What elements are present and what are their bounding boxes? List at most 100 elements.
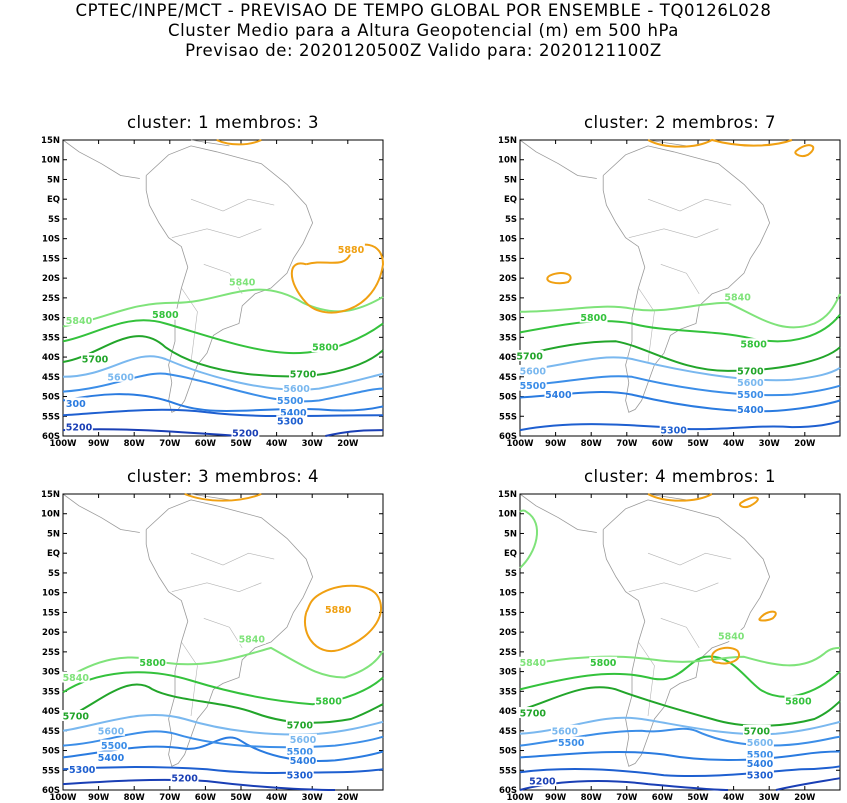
lon-tick-label: 40W — [723, 793, 745, 803]
header-line-1: CPTEC/INPE/MCT - PREVISAO DE TEMPO GLOBA… — [75, 1, 772, 20]
central-america-coast — [62, 493, 140, 533]
lat-tick-label: 60S — [499, 786, 517, 796]
contour-label-5500: 5500 — [287, 747, 314, 758]
lat-tick-label: 60S — [42, 786, 60, 796]
country-border — [647, 552, 732, 566]
contour-label-5600: 5600 — [107, 372, 134, 383]
lat-tick-label: 10N — [41, 510, 60, 520]
contour-label-5600: 5600 — [98, 726, 125, 737]
contour-label-300: 300 — [66, 399, 86, 410]
panel-3-plot: 15N 10N 5N EQ 5S 10S 15S 20S 25S 30S 35S 40S 45S 50S 5… — [41, 490, 384, 803]
contour-label-bg — [314, 695, 343, 707]
contour-label-5700: 5700 — [516, 352, 543, 363]
contour-label-5600: 5600 — [737, 378, 764, 389]
lat-tick-label: 35S — [42, 687, 60, 697]
contour-label-bg — [285, 769, 314, 781]
lat-tick-label: 10S — [499, 589, 517, 599]
lon-tick-label: 70W — [159, 793, 181, 803]
lat-tick-label: EQ — [47, 195, 60, 205]
lon-tick-label: 30W — [759, 793, 781, 803]
lon-tick-label: 70W — [616, 439, 638, 449]
lat-tick-label: 30S — [42, 668, 60, 678]
contour-5200 — [62, 778, 336, 791]
contour-label-5200: 5200 — [66, 423, 93, 434]
lat-tick-label: 10S — [42, 589, 60, 599]
lon-tick-label: 50W — [230, 793, 252, 803]
contour-label-5300: 5300 — [69, 765, 96, 776]
contour-5840 — [519, 293, 841, 329]
coastline — [602, 145, 771, 413]
contour-label-5400: 5400 — [737, 405, 764, 416]
contour-label-bg — [285, 718, 314, 730]
lat-tick-label: 45S — [42, 727, 60, 737]
contour-5500 — [519, 727, 841, 747]
contour-label-5600: 5600 — [520, 366, 547, 377]
lon-tick-label: 20W — [794, 439, 816, 449]
lon-tick-label: 30W — [759, 439, 781, 449]
country-border — [190, 552, 275, 566]
caribbean-coast — [190, 139, 230, 147]
contour-label-5400: 5400 — [747, 759, 774, 770]
contour-label-5300: 5300 — [660, 426, 687, 437]
contour-label-5500: 5500 — [737, 390, 764, 401]
contour-5500 — [519, 375, 841, 397]
contour-label-bg — [138, 656, 167, 668]
contour-label-5800: 5800 — [315, 697, 342, 708]
lat-tick-label: 50S — [42, 393, 60, 403]
lat-tick-label: EQ — [504, 549, 517, 559]
country-border — [181, 287, 198, 363]
panel-1-title: cluster: 1 membros: 3 — [126, 113, 320, 132]
contour-label-bg — [746, 748, 774, 760]
lon-tick-label: 30W — [302, 793, 324, 803]
lat-tick-label: 45S — [42, 373, 60, 383]
contour-label-bg — [97, 751, 125, 763]
lat-tick-label: 5S — [48, 215, 60, 225]
lon-tick-label: 20W — [794, 793, 816, 803]
lat-tick-label: 15N — [498, 490, 517, 500]
contour-label-5840: 5840 — [724, 292, 751, 303]
contour-label-5880: 5880 — [325, 605, 352, 616]
lon-tick-label: 100W — [49, 439, 77, 449]
contour-label-bg — [289, 754, 317, 766]
contour-label-5700: 5700 — [520, 709, 547, 720]
lat-tick-label: 15N — [41, 490, 60, 500]
contour-label-bg — [237, 633, 266, 645]
contour-label-5800: 5800 — [740, 340, 767, 351]
lat-tick-label: 35S — [42, 333, 60, 343]
country-border — [628, 228, 719, 239]
contour-label-bg — [170, 772, 199, 784]
contour-label-bg — [739, 338, 768, 350]
lat-tick-label: 5N — [47, 529, 60, 539]
contour-label-bg — [557, 736, 586, 748]
lat-tick-label: 45S — [499, 727, 517, 737]
country-border — [638, 287, 655, 363]
lat-tick-label: 50S — [499, 747, 517, 757]
lon-tick-label: 80W — [581, 439, 603, 449]
contour-label-5500: 5500 — [558, 738, 585, 749]
contour-5300 — [519, 765, 841, 778]
contour-label-bg — [550, 724, 579, 736]
contour-label-5300: 5300 — [287, 771, 314, 782]
lat-tick-label: 5S — [505, 215, 517, 225]
contour-5880 — [711, 646, 740, 665]
lat-tick-label: 20S — [499, 274, 517, 284]
contour-label-5700: 5700 — [287, 720, 314, 731]
header-line-3: Previsao de: 2020120500Z Valido para: 20… — [185, 41, 662, 60]
contour-label-bg — [289, 367, 317, 379]
country-border — [171, 582, 262, 593]
contour-label-5840: 5840 — [520, 658, 547, 669]
contour-label-bg — [518, 707, 547, 719]
contour-5400 — [519, 750, 841, 762]
lat-tick-label: 55S — [499, 766, 517, 776]
lat-tick-label: 5N — [47, 175, 60, 185]
contour-label-bg — [100, 739, 129, 751]
contour-5880 — [216, 139, 262, 146]
lat-tick-label: 50S — [499, 393, 517, 403]
lon-tick-label: 40W — [266, 793, 288, 803]
contour-label-bg — [311, 341, 340, 353]
contour-label-5840: 5840 — [66, 316, 93, 327]
contour-label-bg — [659, 424, 688, 436]
contour-label-bg — [736, 388, 765, 400]
contour-5800 — [519, 655, 841, 698]
